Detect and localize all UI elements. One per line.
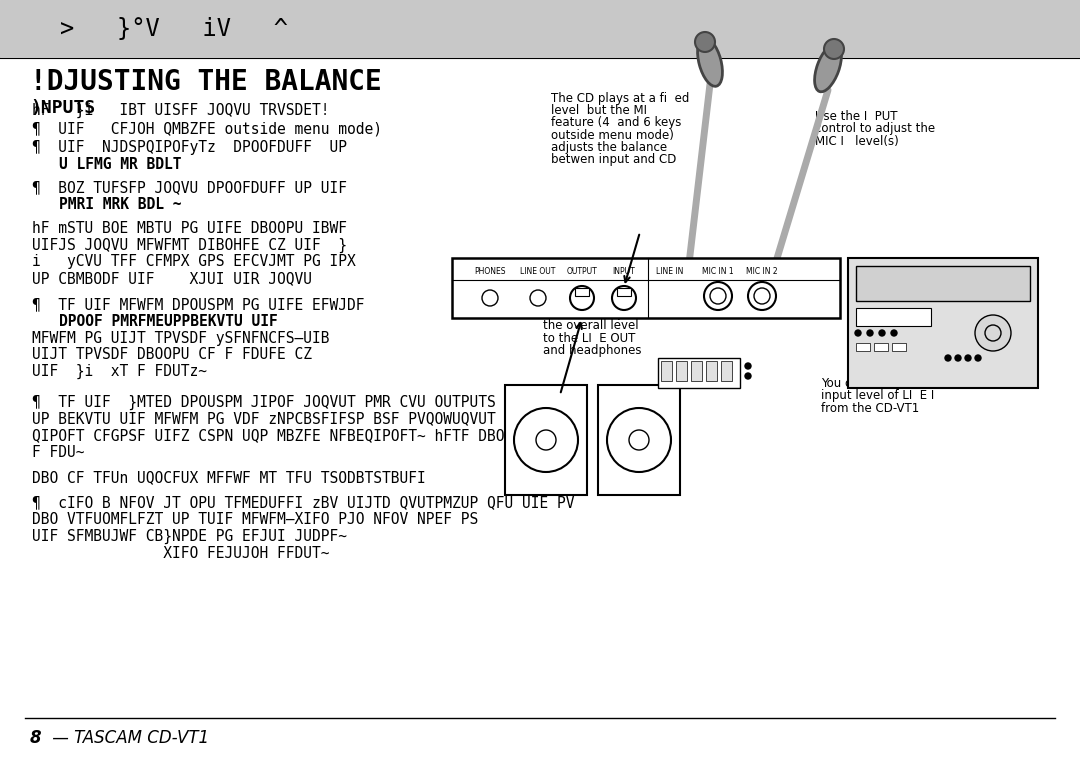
Text: >   }°V   iV   ^: > }°V iV ^ <box>60 17 288 41</box>
Bar <box>575 288 589 296</box>
Text: control to adjust: control to adjust <box>543 307 640 320</box>
Bar <box>661 361 672 381</box>
Circle shape <box>867 330 873 336</box>
Text: UIF SFMBUJWF CB}NPDE PG EFJUI JUDPF~: UIF SFMBUJWF CB}NPDE PG EFJUI JUDPF~ <box>32 529 348 544</box>
Text: )NPUTS: )NPUTS <box>30 99 95 117</box>
Circle shape <box>570 286 594 310</box>
Circle shape <box>696 32 715 52</box>
Text: DPOOF PMRFMEUPPBEKVTU UIF: DPOOF PMRFMEUPPBEKVTU UIF <box>59 314 279 329</box>
Bar <box>617 288 631 296</box>
Bar <box>598 385 680 495</box>
Text: — TASCAM CD-VT1: — TASCAM CD-VT1 <box>48 729 210 747</box>
Circle shape <box>966 355 971 361</box>
Circle shape <box>704 282 732 310</box>
Bar <box>706 361 717 381</box>
Text: level  but the MI: level but the MI <box>551 104 647 118</box>
Text: hF   }i   IBT UISFF JOQVU TRVSDET!: hF }i IBT UISFF JOQVU TRVSDET! <box>32 103 329 118</box>
Circle shape <box>754 288 770 304</box>
Text: ¶  UIF  NJDSPQIPOFyTz  DPOOFDUFF  UP: ¶ UIF NJDSPQIPOFyTz DPOOFDUFF UP <box>32 140 348 155</box>
Circle shape <box>945 355 951 361</box>
Text: input level of LI  E I: input level of LI E I <box>821 389 934 403</box>
Text: betwen input and CD: betwen input and CD <box>551 153 676 166</box>
Bar <box>848 258 1038 388</box>
Text: the overall level: the overall level <box>543 319 639 333</box>
Text: ¶  cIFO B NFOV JT OPU TFMEDUFFI zBV UIJTD QVUTPMZUP QFU UIE PV: ¶ cIFO B NFOV JT OPU TFMEDUFFI zBV UIJTD… <box>32 495 575 510</box>
Text: LINE IN: LINE IN <box>657 266 684 275</box>
Bar <box>453 258 840 318</box>
Circle shape <box>536 430 556 450</box>
Bar <box>691 361 702 381</box>
Circle shape <box>629 430 649 450</box>
Text: F FDU~: F FDU~ <box>32 445 85 460</box>
Text: Use the OUTPUT: Use the OUTPUT <box>543 295 639 308</box>
Circle shape <box>824 39 843 59</box>
Circle shape <box>955 355 961 361</box>
Text: The CD plays at a fi  ed: The CD plays at a fi ed <box>551 92 689 105</box>
Text: MIC IN 2: MIC IN 2 <box>746 266 778 275</box>
Text: XIFO FEJUJOH FFDUT~: XIFO FEJUJOH FFDUT~ <box>32 546 329 561</box>
Circle shape <box>607 408 671 472</box>
Text: MIC I   level(s): MIC I level(s) <box>815 134 900 148</box>
Circle shape <box>891 330 897 336</box>
Bar <box>856 343 870 351</box>
Text: ¶  TF UIF MFWFM DPOUSPM PG UIFE EFWJDF: ¶ TF UIF MFWFM DPOUSPM PG UIFE EFWJDF <box>32 297 365 312</box>
Circle shape <box>745 373 751 379</box>
Text: MFWFM PG UIJT TPVSDF ySFNFNCFS—UIB: MFWFM PG UIJT TPVSDF ySFNFNCFS—UIB <box>32 330 329 346</box>
Circle shape <box>482 290 498 306</box>
Circle shape <box>879 330 885 336</box>
Text: UIF  }i  xT F FDUTz~: UIF }i xT F FDUTz~ <box>32 364 207 379</box>
Text: U LFMG MR BDLT: U LFMG MR BDLT <box>59 156 181 172</box>
Text: Use the I  PUT: Use the I PUT <box>815 110 897 124</box>
Text: ¶  TF UIF  }MTED DPOUSPM JIPOF JOQVUT PMR CVU OUTPUTS IF: ¶ TF UIF }MTED DPOUSPM JIPOF JOQVUT PMR … <box>32 394 523 410</box>
Bar <box>721 361 732 381</box>
Text: INPUT: INPUT <box>612 266 635 275</box>
Text: outside menu mode): outside menu mode) <box>551 128 674 142</box>
Bar <box>0 0 1080 58</box>
Bar <box>856 308 931 326</box>
Circle shape <box>514 408 578 472</box>
Circle shape <box>710 288 726 304</box>
Bar <box>658 358 740 388</box>
Text: DBO VTFUOMFLFZT UP TUIF MFWFM—XIFO PJO NFOV NPEF PS: DBO VTFUOMFLFZT UP TUIF MFWFM—XIFO PJO N… <box>32 512 478 527</box>
Circle shape <box>748 282 777 310</box>
Text: PHONES: PHONES <box>474 266 505 275</box>
Text: You can  t adjust the: You can t adjust the <box>821 377 942 391</box>
Text: control to adjust the: control to adjust the <box>815 122 935 136</box>
Text: to the LI  E OUT: to the LI E OUT <box>543 331 636 345</box>
Bar <box>874 343 888 351</box>
Text: MIC IN 1: MIC IN 1 <box>702 266 733 275</box>
Text: and headphones: and headphones <box>543 343 642 357</box>
Bar <box>676 361 687 381</box>
Text: UIJT TPVSDF DBOOPU CF F FDUFE CZ: UIJT TPVSDF DBOOPU CF F FDUFE CZ <box>32 347 312 362</box>
Circle shape <box>975 355 981 361</box>
Ellipse shape <box>814 44 841 92</box>
Circle shape <box>745 363 751 369</box>
Text: DBO CF TFUn UQOCFUX MFFWF MT TFU TSODBTSTBUFI: DBO CF TFUn UQOCFUX MFFWF MT TFU TSODBTS… <box>32 470 427 485</box>
Circle shape <box>612 286 636 310</box>
Text: LINE OUT: LINE OUT <box>521 266 556 275</box>
Text: 8: 8 <box>30 729 42 747</box>
Bar <box>892 343 906 351</box>
Circle shape <box>855 330 861 336</box>
Text: !DJUSTING THE BALANCE: !DJUSTING THE BALANCE <box>30 68 381 96</box>
Circle shape <box>985 325 1001 341</box>
Bar <box>856 266 1030 301</box>
Circle shape <box>530 290 546 306</box>
Circle shape <box>975 315 1011 351</box>
Ellipse shape <box>698 37 723 86</box>
Text: UIFJS JOQVU MFWFMT DIBOHFE CZ UIF  }: UIFJS JOQVU MFWFMT DIBOHFE CZ UIF } <box>32 237 348 253</box>
Text: ¶  UIF   CFJOH QMBZFE outside menu mode): ¶ UIF CFJOH QMBZFE outside menu mode) <box>32 121 382 137</box>
Text: PMRI MRK BDL ~: PMRI MRK BDL ~ <box>59 197 181 212</box>
Text: OUTPUT: OUTPUT <box>567 266 597 275</box>
Text: QIPOFT CFGPSF UIFZ CSPN UQP MBZFE NFBEQIPOFT~ hFTF DBO: QIPOFT CFGPSF UIFZ CSPN UQP MBZFE NFBEQI… <box>32 428 504 443</box>
Text: from the CD-VT1: from the CD-VT1 <box>821 401 919 415</box>
Text: hF mSTU BOE MBTU PG UIFE DBOOPU IBWF: hF mSTU BOE MBTU PG UIFE DBOOPU IBWF <box>32 221 348 236</box>
Text: feature (4  and 6 keys: feature (4 and 6 keys <box>551 116 681 130</box>
Text: UP BEKVTU UIF MFWFM PG VDF zNPCBSFIFSP BSF PVQOWUQVUT: UP BEKVTU UIF MFWFM PG VDF zNPCBSFIFSP B… <box>32 411 496 427</box>
Text: adjusts the balance: adjusts the balance <box>551 140 667 154</box>
Text: UP CBMBODF UIF    XJUI UIR JOQVU: UP CBMBODF UIF XJUI UIR JOQVU <box>32 271 312 286</box>
Text: i   yCVU TFF CFMPX GPS EFCVJMT PG IPX: i yCVU TFF CFMPX GPS EFCVJMT PG IPX <box>32 254 356 269</box>
Bar <box>505 385 588 495</box>
Text: ¶  BOZ TUFSFP JOQVU DPOOFDUFF UP UIF: ¶ BOZ TUFSFP JOQVU DPOOFDUFF UP UIF <box>32 180 348 195</box>
